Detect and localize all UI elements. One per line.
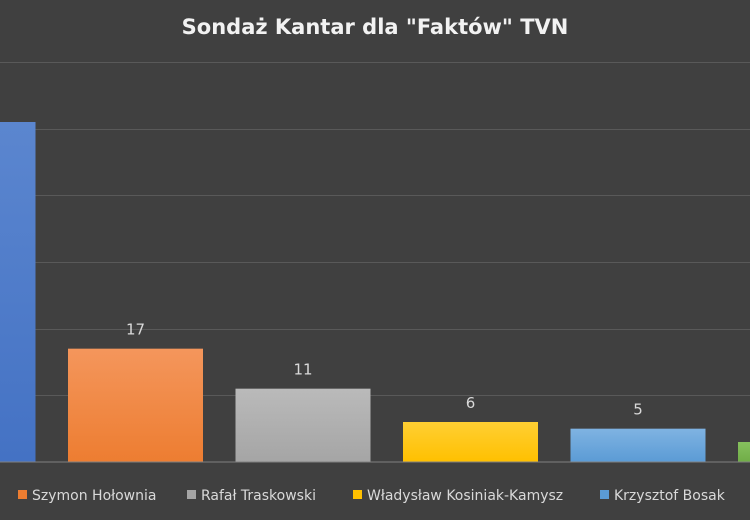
chart-title: Sondaż Kantar dla "Faktów" TVN xyxy=(182,15,569,39)
legend-label: Rafał Traskowski xyxy=(201,488,316,504)
data-labels: 17 11 6 5 xyxy=(126,321,643,419)
legend: Szymon Hołownia Rafał Traskowski Władysław… xyxy=(18,488,726,504)
bar-1 xyxy=(0,122,36,462)
bar-4 xyxy=(403,422,538,462)
legend-swatch xyxy=(600,490,609,499)
legend-label: Szymon Hołownia xyxy=(32,488,156,504)
bar-6 xyxy=(738,442,750,462)
bar-3 xyxy=(235,388,371,462)
data-label: 6 xyxy=(466,394,476,412)
bar-2 xyxy=(68,348,203,462)
bars xyxy=(0,122,750,462)
legend-swatch xyxy=(353,490,362,499)
legend-label: Krzysztof Bosak xyxy=(614,488,726,504)
gridlines xyxy=(0,62,750,396)
data-label: 11 xyxy=(293,361,312,379)
data-label: 17 xyxy=(126,321,145,339)
legend-swatch xyxy=(18,490,27,499)
data-label: 5 xyxy=(633,401,643,419)
legend-swatch xyxy=(187,490,196,499)
legend-label: Władysław Kosiniak-Kamysz xyxy=(367,488,563,504)
bar-5 xyxy=(570,428,706,462)
